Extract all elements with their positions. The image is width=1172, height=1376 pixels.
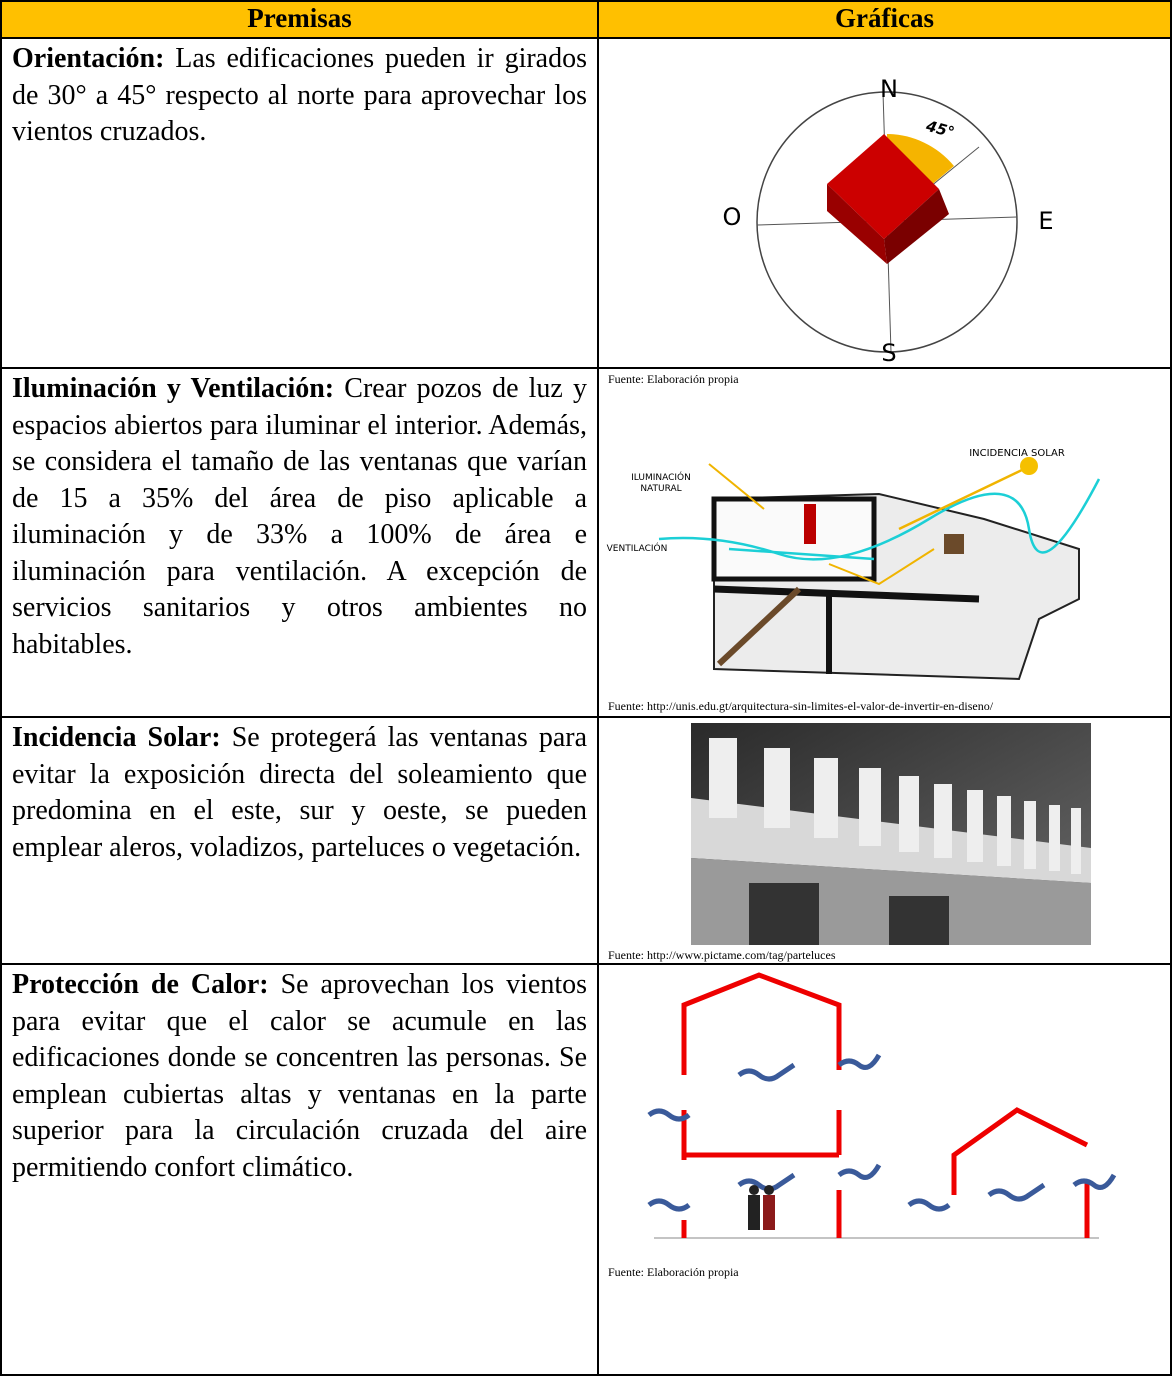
compass-label: O [723,203,742,231]
compass-label: S [881,339,896,367]
source: Fuente: http://unis.edu.gt/arquitectura-… [608,699,994,713]
photo-figure [691,723,1091,945]
source: Fuente: Elaboración propia [608,372,739,386]
premise-label: Protección de Calor: [12,969,269,1000]
premise-cell: Incidencia Solar: Se protegerá las venta… [0,716,599,965]
header: Gráficas [835,3,934,33]
premise-text: Se aprovechan los vientos para evitar qu… [12,969,587,1183]
figure-cell: Fuente: http://www.pictame.com/tag/parte… [597,716,1172,965]
premise-text: Se protegerá las ventanas para evitar la… [12,722,587,863]
premise-text: Crear pozos de luz y espacios abiertos p… [12,373,587,660]
premise-cell: Protección de Calor: Se aprovechan los v… [0,963,599,1376]
header: Premisas [247,3,352,33]
header-cell: Premisas [0,0,599,39]
premise-cell: Orientación: Las edificaciones pueden ir… [0,37,599,369]
compass-label: N [880,75,898,103]
figure-cell: Fuente: Elaboración propia [597,963,1172,1376]
figure-cell: INCIDENCIA SOLAR ILUMINACIÓN NATURAL VEN… [597,367,1172,718]
compass-label: E [1038,207,1053,235]
compass-figure: N O E S 45° [723,75,1054,367]
header-cell: Gráficas [597,0,1172,39]
angle-label: 45° [923,117,956,142]
premise-label: Incidencia Solar: [12,722,221,753]
premise-label: Iluminación y Ventilación: [12,373,335,404]
source: Fuente: http://www.pictame.com/tag/parte… [608,948,836,962]
figure-label: NATURAL [640,484,681,494]
figure-label: INCIDENCIA SOLAR [969,448,1065,459]
premise-cell: Iluminación y Ventilación: Crear pozos d… [0,367,599,718]
figure-label: VENTILACIÓN [607,542,668,554]
premise-label: Orientación: [12,43,165,74]
wind-figure [647,972,1117,1239]
figure-cell: N O E S 45° Fuente: Elaboración propia [597,37,1172,386]
figure-label: ILUMINACIÓN [631,471,691,483]
section-figure: INCIDENCIA SOLAR ILUMINACIÓN NATURAL VEN… [607,448,1101,681]
source: Fuente: Elaboración propia [608,1265,739,1279]
premise-text: Las edificaciones pueden ir girados de 3… [12,43,587,147]
